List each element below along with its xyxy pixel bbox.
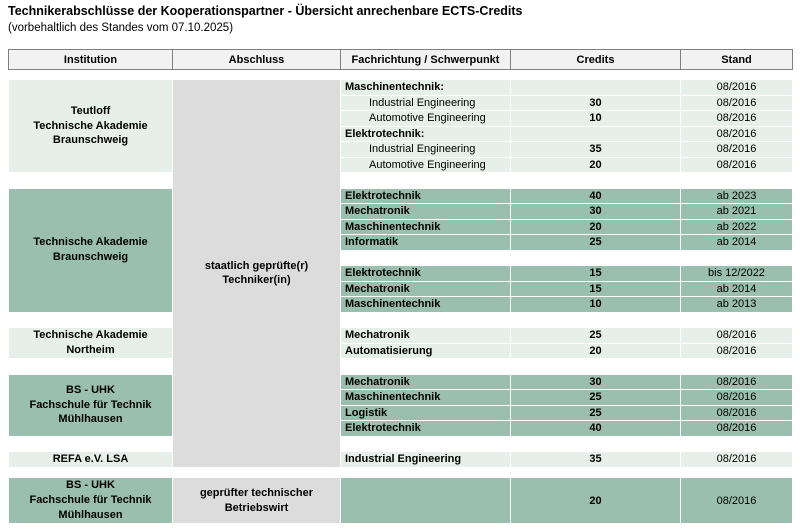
credits-cell: 25: [510, 389, 681, 406]
credits-cell: 35: [510, 451, 681, 468]
institution-cell-bs-uhk-betriebswirt: BS - UHK Fachschule für Technik Mühlhaus…: [8, 477, 173, 524]
fachrichtung-cell: Elektrotechnik: [340, 187, 511, 204]
fachrichtung-cell: Elektrotechnik:: [340, 125, 511, 142]
fachrichtung-cell: Maschinentechnik: [340, 389, 511, 406]
stand-cell: 08/2016: [680, 327, 793, 344]
stand-cell: 08/2016: [680, 477, 793, 524]
institution-cell-teutloff: Teutloff Technische Akademie Braunschwei…: [8, 79, 173, 173]
credits-cell: 25: [510, 234, 681, 251]
spacer-row: [9, 250, 793, 266]
fachrichtung-cell: Automotive Engineering: [340, 110, 511, 127]
header-institution: Institution: [8, 49, 173, 70]
stand-cell: ab 2014: [680, 234, 793, 251]
fachrichtung-cell: Industrial Engineering: [340, 94, 511, 111]
stand-cell: 08/2016: [680, 110, 793, 127]
stand-cell: 08/2016: [680, 420, 793, 437]
institution-cell-ta-northeim: Technische Akademie Northeim: [8, 327, 173, 359]
page-title: Technikerabschlüsse der Kooperationspart…: [8, 4, 523, 18]
stand-cell: bis 12/2022: [680, 265, 793, 282]
spacer-row: [8, 358, 793, 374]
header-stand: Stand: [680, 49, 793, 70]
header-abschluss: Abschluss: [172, 49, 341, 70]
credits-cell: 20: [510, 156, 681, 173]
stand-cell: 08/2016: [680, 79, 793, 96]
page-subtitle: (vorbehaltlich des Standes vom 07.10.202…: [8, 22, 234, 34]
fachrichtung-cell: Automotive Engineering: [340, 156, 511, 173]
credits-cell: [510, 79, 681, 96]
main-table: Teutloff Technische Akademie Braunschwei…: [8, 79, 793, 468]
column-header-row: Institution Abschluss Fachrichtung / Sch…: [8, 49, 793, 70]
stand-cell: ab 2023: [680, 187, 793, 204]
credits-cell: 20: [510, 477, 681, 524]
credits-cell: 30: [510, 373, 681, 390]
spacer-row: [8, 172, 793, 188]
fachrichtung-cell: Mechatronik: [340, 327, 511, 344]
credits-cell: 25: [510, 404, 681, 421]
fachrichtung-cell: Maschinentechnik: [340, 296, 511, 313]
stand-cell: 08/2016: [680, 94, 793, 111]
header-credits: Credits: [510, 49, 681, 70]
stand-cell: 08/2016: [680, 451, 793, 468]
fachrichtung-cell: Maschinentechnik:: [340, 79, 511, 96]
credits-cell: 40: [510, 420, 681, 437]
institution-cell-refa: REFA e.V. LSA: [8, 451, 173, 468]
stand-cell: 08/2016: [680, 389, 793, 406]
stand-cell: 08/2016: [680, 342, 793, 359]
header-fachrichtung: Fachrichtung / Schwerpunkt: [340, 49, 511, 70]
credits-cell: 25: [510, 327, 681, 344]
stand-cell: ab 2021: [680, 203, 793, 220]
credits-cell: [510, 125, 681, 142]
stand-cell: 08/2016: [680, 141, 793, 158]
credits-cell: 15: [510, 265, 681, 282]
betriebswirt-row: BS - UHK Fachschule für Technik Mühlhaus…: [8, 477, 793, 524]
stand-cell: ab 2013: [680, 296, 793, 313]
credits-cell: 10: [510, 296, 681, 313]
abschluss-cell-techniker: staatlich geprüfte(r) Techniker(in): [172, 79, 341, 468]
fachrichtung-cell: Mechatronik: [340, 280, 511, 297]
fachrichtung-cell: Elektrotechnik: [340, 265, 511, 282]
stand-cell: ab 2014: [680, 280, 793, 297]
spacer-row: [8, 312, 793, 328]
fachrichtung-cell: Industrial Engineering: [340, 451, 511, 468]
stand-cell: ab 2022: [680, 218, 793, 235]
fachrichtung-cell: Maschinentechnik: [340, 218, 511, 235]
abschluss-cell-betriebswirt: geprüfter technischer Betriebswirt: [172, 477, 341, 524]
credits-cell: 10: [510, 110, 681, 127]
institution-cell-ta-braunschweig: Technische Akademie Braunschweig: [8, 187, 173, 313]
credits-cell: 30: [510, 203, 681, 220]
stand-cell: 08/2016: [680, 125, 793, 142]
credits-cell: 35: [510, 141, 681, 158]
credits-cell: 20: [510, 218, 681, 235]
spacer-row: [8, 436, 793, 452]
credits-cell: 30: [510, 94, 681, 111]
fachrichtung-cell: Automatisierung: [340, 342, 511, 359]
fachrichtung-cell: Mechatronik: [340, 203, 511, 220]
stand-cell: 08/2016: [680, 373, 793, 390]
fachrichtung-cell: Informatik: [340, 234, 511, 251]
stand-cell: 08/2016: [680, 156, 793, 173]
fachrichtung-cell: Mechatronik: [340, 373, 511, 390]
fachrichtung-cell: Logistik: [340, 404, 511, 421]
fachrichtung-cell: [340, 477, 511, 524]
stand-cell: 08/2016: [680, 404, 793, 421]
fachrichtung-cell: Industrial Engineering: [340, 141, 511, 158]
credits-cell: 40: [510, 187, 681, 204]
institution-cell-bs-uhk: BS - UHK Fachschule für Technik Mühlhaus…: [8, 373, 173, 437]
fachrichtung-cell: Elektrotechnik: [340, 420, 511, 437]
credits-cell: 15: [510, 280, 681, 297]
credits-cell: 20: [510, 342, 681, 359]
